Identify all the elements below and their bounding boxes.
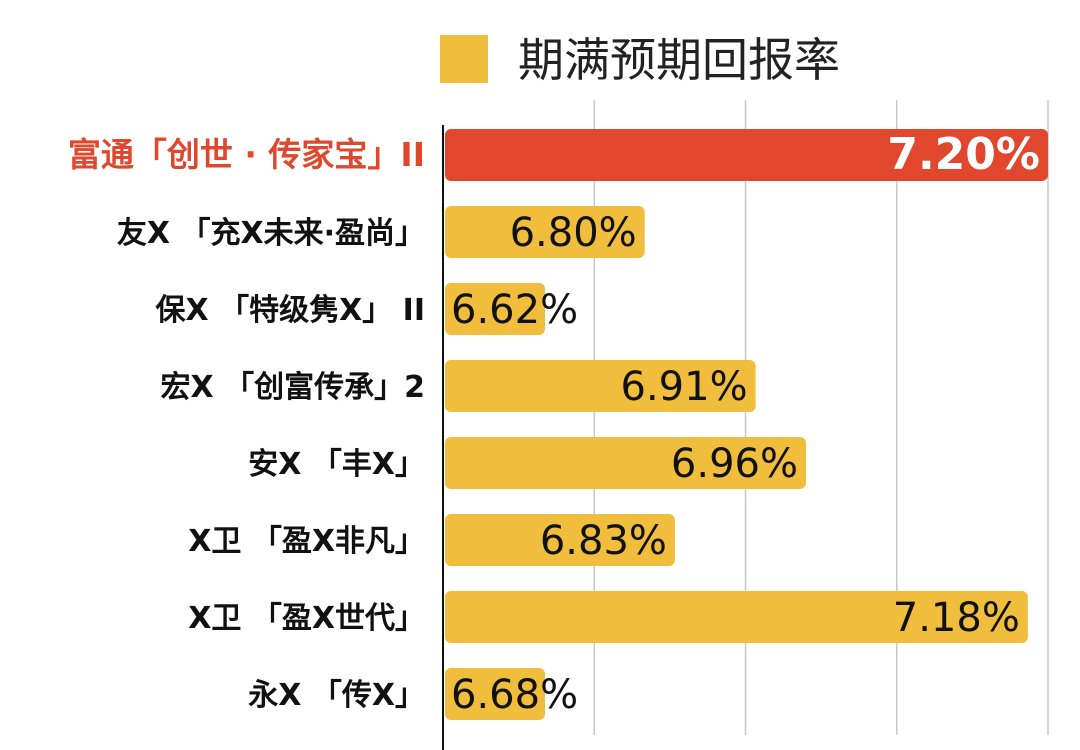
bar-0: [445, 129, 1048, 181]
bar-5: [445, 514, 675, 566]
category-label-3: 宏X 「创富传承」2: [161, 370, 425, 405]
value-label-5: 6.83%: [540, 518, 667, 564]
category-label-7: 永X 「传X」: [248, 678, 425, 713]
bar-6: [445, 591, 1028, 643]
category-label-1: 友X 「充X未来·盈尚」: [117, 216, 425, 251]
value-label-6: 7.18%: [893, 595, 1020, 641]
category-label-6: X卫 「盈X世代」: [188, 601, 425, 636]
bar-3: [445, 360, 756, 412]
bar-7: [445, 668, 545, 720]
legend-label: 期满预期回报率: [518, 33, 840, 87]
legend-swatch: [440, 35, 488, 83]
value-label-7: 6.68%: [451, 672, 578, 718]
category-label-5: X卫 「盈X非凡」: [188, 524, 425, 559]
bar-1: [445, 206, 645, 258]
value-label-1: 6.80%: [510, 210, 637, 256]
value-label-0: 7.20%: [887, 129, 1040, 180]
category-label-0: 富通「创世 · 传家宝」II: [68, 135, 425, 174]
legend: 期满预期回报率: [440, 33, 840, 87]
value-label-2: 6.62%: [451, 287, 578, 333]
bar-4: [445, 437, 806, 489]
value-label-3: 6.91%: [621, 364, 748, 410]
bar-2: [445, 283, 545, 335]
value-label-4: 6.96%: [671, 441, 798, 487]
category-label-2: 保X 「特级隽X」 II: [156, 293, 425, 328]
category-label-4: 安X 「丰X」: [248, 447, 425, 482]
